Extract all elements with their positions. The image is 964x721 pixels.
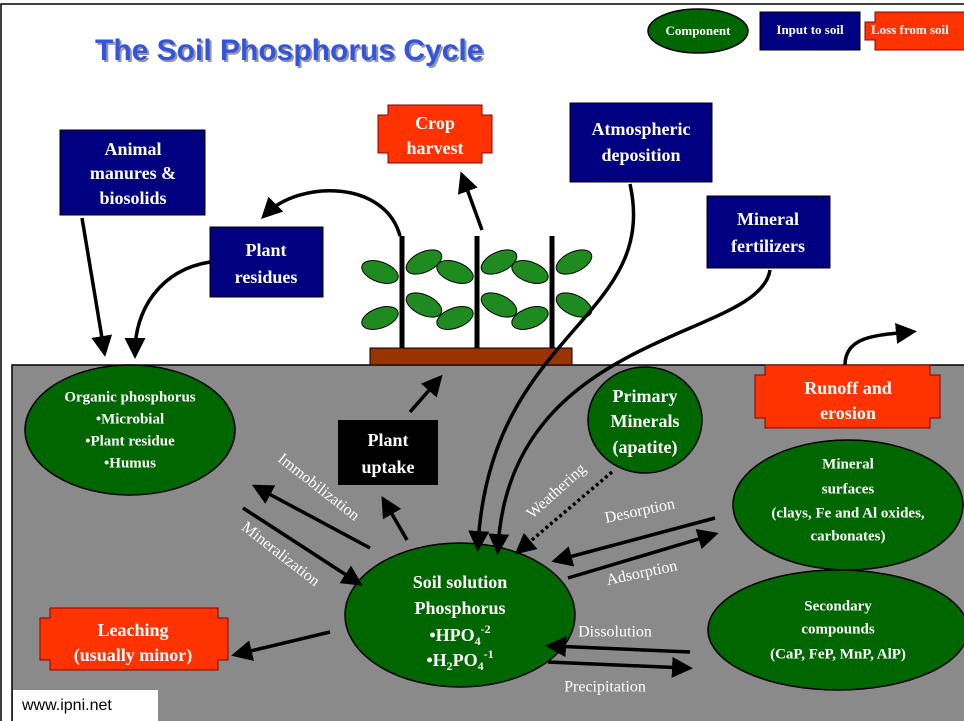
input-label: Mineral [737, 209, 799, 229]
formula-sup: -2 [481, 622, 491, 636]
formula-sub: 4 [478, 659, 484, 673]
plant-uptake-label: uptake [361, 457, 414, 477]
input-label: Atmospheric [592, 119, 691, 139]
process-label: Dissolution [578, 624, 652, 641]
loss-label: (usually minor) [74, 645, 193, 666]
legend-label: Input to soil [776, 22, 844, 37]
component-label: compounds [801, 621, 875, 637]
loss-label: Crop [415, 113, 455, 133]
planter [370, 348, 572, 365]
component-label: surfaces [822, 481, 875, 497]
loss-label: Runoff and [804, 378, 892, 398]
input-box [570, 103, 712, 182]
component-label: Primary [613, 386, 678, 406]
input-label: manures & [90, 163, 176, 183]
component-label: Phosphorus [414, 598, 505, 618]
component-label: Soil solution [413, 572, 508, 592]
input-label: residues [235, 267, 298, 287]
formula: •H2PO4-1 [426, 647, 493, 673]
title: The Soil Phosphorus Cycle [95, 34, 483, 67]
plant-uptake-label: Plant [367, 430, 408, 450]
formula-part: PO [453, 650, 478, 670]
component-label: (apatite) [613, 437, 678, 458]
component-label: carbonates) [811, 528, 886, 544]
component-label: Minerals [611, 411, 680, 431]
diagram: The Soil Phosphorus Cycle Component Inpu… [0, 0, 964, 721]
input-label: deposition [601, 145, 680, 165]
legend-label: Component [665, 23, 731, 38]
component-label: •Plant residue [85, 433, 175, 449]
component-label: (CaP, FeP, MnP, AlP) [770, 646, 906, 662]
loss-label: harvest [407, 138, 464, 158]
input-box [707, 196, 830, 268]
input-label: biosolids [99, 188, 166, 208]
loss-label: Leaching [97, 620, 168, 640]
formula-sub: 4 [475, 634, 481, 648]
component-label: •Humus [104, 455, 156, 471]
component-label: (clays, Fe and Al oxides, [771, 505, 925, 521]
legend-label: Loss from soil [871, 22, 949, 37]
component-label: Secondary [804, 598, 872, 614]
component [25, 365, 235, 495]
loss-label: erosion [820, 403, 876, 423]
input-label: fertilizers [731, 236, 805, 256]
component-label: Organic phosphorus [64, 389, 195, 405]
component-label: Mineral [822, 456, 874, 472]
component-label: •Microbial [96, 411, 164, 427]
input-label: Plant [245, 240, 286, 260]
process-label: Precipitation [564, 679, 646, 696]
formula-sup: -1 [484, 647, 494, 661]
input-label: Animal [104, 139, 161, 159]
footer: www.ipni.net [21, 697, 112, 714]
formula-part: •HPO [429, 625, 474, 645]
formula-part: •H [426, 650, 446, 670]
